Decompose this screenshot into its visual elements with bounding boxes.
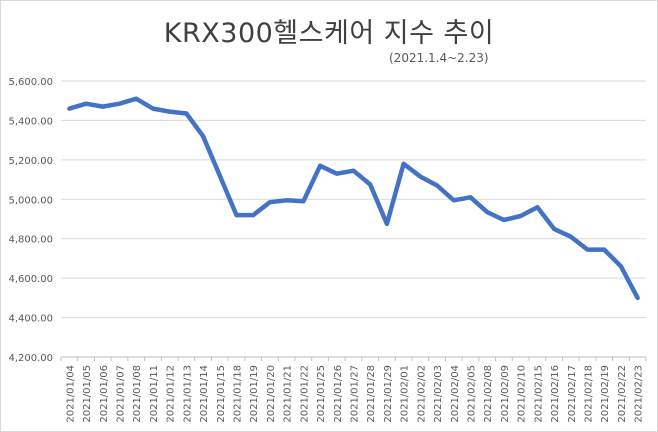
x-tick-label: 2021/01/14 (199, 365, 210, 423)
data-point (134, 97, 138, 101)
series-line (67, 96, 640, 301)
data-point (184, 112, 188, 116)
x-tick-label: 2021/02/03 (433, 365, 444, 423)
data-point (552, 227, 556, 231)
x-tick-label: 2021/01/18 (233, 365, 244, 423)
x-tick-label: 2021/01/28 (366, 365, 377, 423)
data-point (602, 248, 606, 252)
data-point (452, 198, 456, 202)
data-point (352, 169, 356, 173)
data-point (335, 172, 339, 176)
x-tick-label: 2021/02/15 (533, 365, 544, 423)
data-point (101, 105, 105, 109)
x-tick-label: 2021/01/04 (65, 365, 76, 423)
x-tick-label: 2021/01/08 (132, 365, 143, 423)
data-point (268, 200, 272, 204)
x-tick-label: 2021/02/05 (467, 365, 478, 423)
data-point (318, 164, 322, 168)
data-point (67, 107, 71, 111)
x-tick-label: 2021/01/15 (216, 365, 227, 423)
y-tick-label: 4,600.00 (8, 274, 53, 285)
data-point (118, 102, 122, 106)
y-tick-label: 5,000.00 (8, 195, 53, 206)
x-tick-label: 2021/01/06 (99, 365, 110, 423)
y-tick-label: 5,400.00 (8, 116, 53, 127)
data-point (435, 183, 439, 187)
data-point (368, 183, 372, 187)
x-tick-label: 2021/01/19 (249, 365, 260, 423)
data-point (402, 162, 406, 166)
data-point (251, 213, 255, 217)
x-tick-label: 2021/01/11 (149, 365, 160, 423)
x-tick-label: 2021/01/25 (316, 365, 327, 423)
x-tick-label: 2021/02/10 (517, 365, 528, 423)
data-point (418, 175, 422, 179)
x-tick-label: 2021/01/26 (333, 365, 344, 423)
x-tick-label: 2021/02/19 (600, 365, 611, 423)
x-tick-label: 2021/02/01 (400, 365, 411, 423)
data-point (235, 213, 239, 217)
data-point (502, 218, 506, 222)
data-point (535, 205, 539, 209)
x-tick-label: 2021/02/04 (450, 365, 461, 423)
data-point (151, 107, 155, 111)
data-point (569, 235, 573, 239)
x-tick-label: 2021/01/05 (82, 365, 93, 423)
data-point (201, 134, 205, 138)
data-point (469, 195, 473, 199)
y-tick-label: 4,400.00 (8, 314, 53, 325)
x-tick-label: 2021/01/27 (350, 365, 361, 423)
data-point (586, 248, 590, 252)
data-point (519, 214, 523, 218)
data-point (385, 222, 389, 226)
chart-subtitle: (2021.1.4~2.23) (389, 51, 489, 65)
y-tick-label: 5,600.00 (8, 77, 53, 88)
x-tick-label: 2021/01/22 (299, 365, 310, 423)
x-tick-label: 2021/02/16 (550, 365, 561, 423)
y-tick-label: 4,200.00 (8, 353, 53, 364)
data-point (619, 264, 623, 268)
data-point (218, 174, 222, 178)
data-point (301, 199, 305, 203)
x-tick-label: 2021/02/02 (416, 365, 427, 423)
x-tick-label: 2021/01/21 (283, 365, 294, 423)
y-tick-label: 5,200.00 (8, 156, 53, 167)
x-tick-label: 2021/02/09 (500, 365, 511, 423)
data-point (168, 110, 172, 114)
y-tick-label: 4,800.00 (8, 235, 53, 246)
x-tick-label: 2021/02/08 (483, 365, 494, 423)
x-tick-label: 2021/01/29 (383, 365, 394, 423)
x-tick-label: 2021/02/18 (584, 365, 595, 423)
chart-title: KRX300헬스케어 지수 추이 (163, 18, 495, 49)
x-tick-label: 2021/02/22 (617, 365, 628, 423)
x-tick-label: 2021/01/13 (182, 365, 193, 423)
x-tick-label: 2021/01/07 (116, 365, 127, 423)
data-point (636, 296, 640, 300)
x-tick-label: 2021/02/23 (634, 365, 645, 423)
x-tick-label: 2021/01/20 (266, 365, 277, 423)
data-point (485, 210, 489, 214)
data-point (84, 102, 88, 106)
data-point (285, 198, 289, 202)
x-tick-label: 2021/01/12 (166, 365, 177, 423)
x-tick-label: 2021/02/17 (567, 365, 578, 423)
